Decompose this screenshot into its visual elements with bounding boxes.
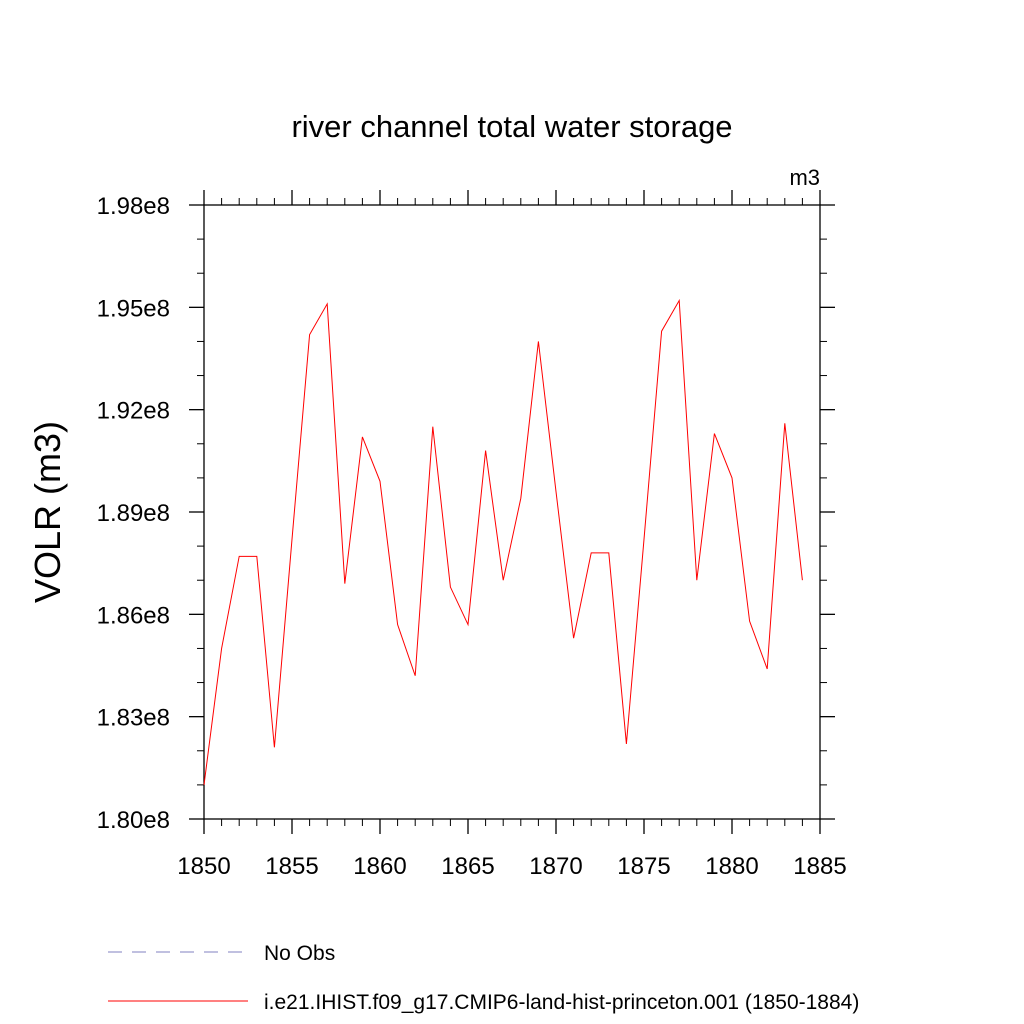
x-tick-label: 1875 [617,853,670,880]
x-tick-label: 1880 [705,853,758,880]
y-tick-label: 1.80e8 [97,807,170,834]
y-tick-label: 1.83e8 [97,705,170,732]
y-axis-label: VOLR (m3) [27,421,68,603]
y-tick-label: 1.98e8 [97,193,170,220]
x-tick-label: 1855 [265,853,318,880]
chart-marks [203,298,803,785]
units-label: m3 [789,165,820,190]
legend: No Obs i.e21.IHIST.f09_g17.CMIP6-land-his… [108,942,859,1014]
plot-frame [203,204,821,820]
chart-title: river channel total water storage [291,109,732,144]
x-tick-label: 1870 [529,853,582,880]
axes: 1850 1855 1860 1865 1870 1875 1880 1885 1.80e8 1.… [97,190,847,880]
series-line [203,298,803,785]
x-tick-label: 1850 [177,853,230,880]
x-tick-label: 1885 [793,853,846,880]
x-tick-label: 1860 [353,853,406,880]
y-tick-label: 1.86e8 [97,602,170,629]
y-tick-label: 1.95e8 [97,295,170,322]
y-tick-label: 1.89e8 [97,500,170,527]
legend-label: No Obs [264,942,335,965]
y-tick-label: 1.92e8 [97,398,170,425]
x-tick-label: 1865 [441,853,494,880]
legend-label: i.e21.IHIST.f09_g17.CMIP6-land-hist-prin… [264,991,859,1014]
